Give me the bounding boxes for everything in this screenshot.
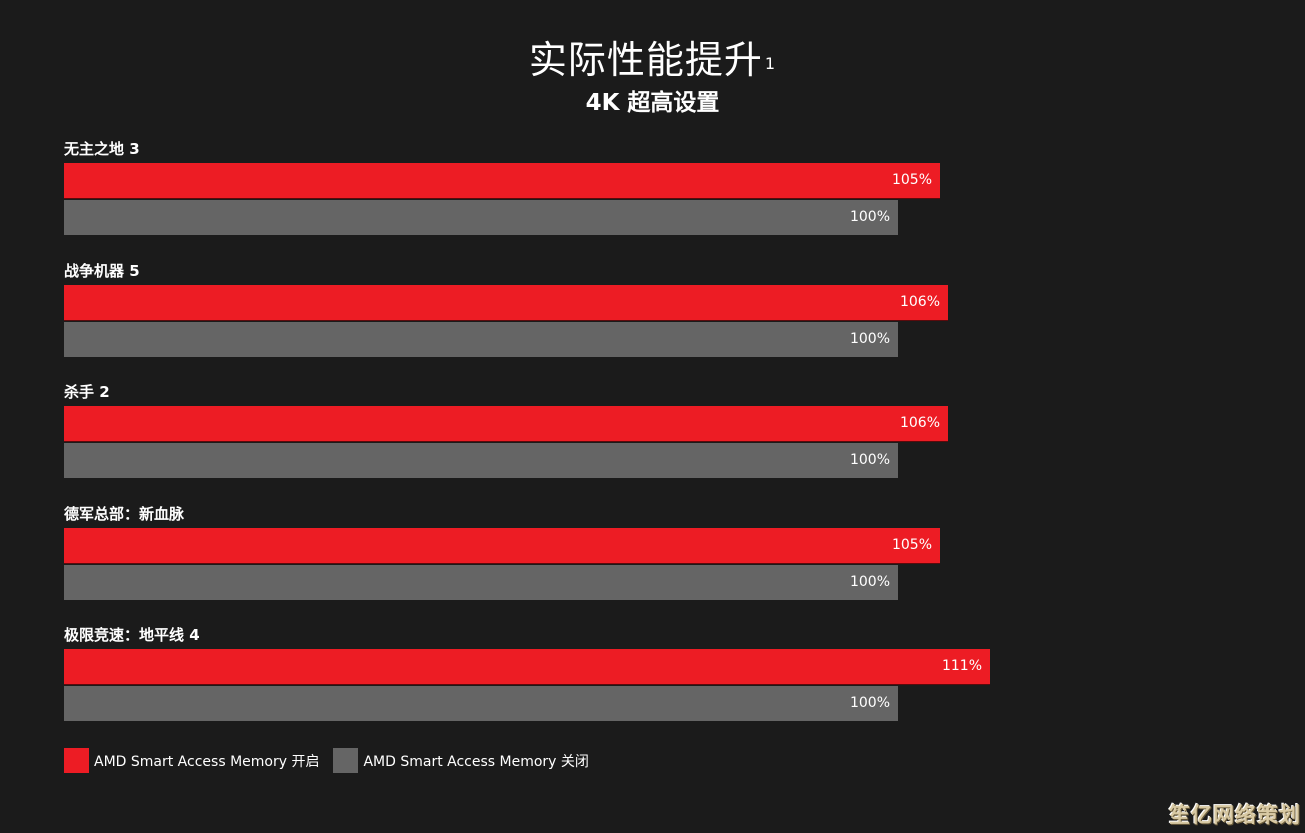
- legend-label-sam-off: AMD Smart Access Memory 关闭: [363, 753, 589, 770]
- bar-sam-off: 100%: [64, 200, 898, 235]
- bar-value-label: 100%: [849, 574, 890, 590]
- category-label: 德军总部：新血脉: [64, 505, 185, 523]
- bar-sam-on: 105%: [64, 163, 940, 198]
- legend-item-sam-off: AMD Smart Access Memory 关闭: [333, 748, 589, 773]
- bar-sam-on: 106%: [64, 406, 948, 441]
- bar-value-label: 100%: [849, 209, 890, 225]
- watermark: 笙亿网络策划: [1169, 803, 1301, 827]
- chart-subtitle: 4K 超高设置: [585, 90, 720, 116]
- legend-swatch-sam-off: [333, 748, 359, 773]
- category-label: 极限竞速：地平线 4: [64, 626, 200, 644]
- bar-sam-off: 100%: [64, 443, 898, 478]
- legend: AMD Smart Access Memory 开启 AMD Smart Acc…: [64, 748, 603, 773]
- chart-title: 实际性能提升 1: [0, 36, 1305, 84]
- bar-group: 极限竞速：地平线 4 111% 100%: [64, 625, 1064, 725]
- bar-value-label: 100%: [849, 331, 890, 347]
- bar-sam-on: 111%: [64, 649, 990, 684]
- chart-title-text: 实际性能提升: [528, 38, 763, 82]
- bar-group: 德军总部：新血脉 105% 100%: [64, 504, 1064, 604]
- title-footnote: 1: [764, 54, 777, 73]
- bar-group: 战争机器 5 106% 100%: [64, 261, 1064, 361]
- bar-value-label: 106%: [899, 294, 940, 310]
- bar-value-label: 100%: [849, 695, 890, 711]
- bar-value-label: 105%: [891, 172, 932, 188]
- bar-value-label: 111%: [941, 658, 982, 674]
- bar-sam-on: 106%: [64, 285, 948, 320]
- bar-value-label: 106%: [899, 415, 940, 431]
- bar-group: 无主之地 3 105% 100%: [64, 139, 1064, 239]
- legend-item-sam-on: AMD Smart Access Memory 开启: [64, 748, 319, 773]
- category-label: 杀手 2: [64, 383, 110, 401]
- legend-label-sam-on: AMD Smart Access Memory 开启: [94, 753, 320, 770]
- bar-value-label: 105%: [891, 537, 932, 553]
- bar-group: 杀手 2 106% 100%: [64, 382, 1064, 482]
- category-label: 无主之地 3: [64, 140, 140, 158]
- category-label: 战争机器 5: [64, 262, 140, 280]
- bar-value-label: 100%: [849, 452, 890, 468]
- bar-sam-off: 100%: [64, 322, 898, 357]
- legend-swatch-sam-on: [64, 748, 89, 773]
- bar-sam-off: 100%: [64, 686, 898, 721]
- bar-sam-off: 100%: [64, 565, 898, 600]
- bar-sam-on: 105%: [64, 528, 940, 563]
